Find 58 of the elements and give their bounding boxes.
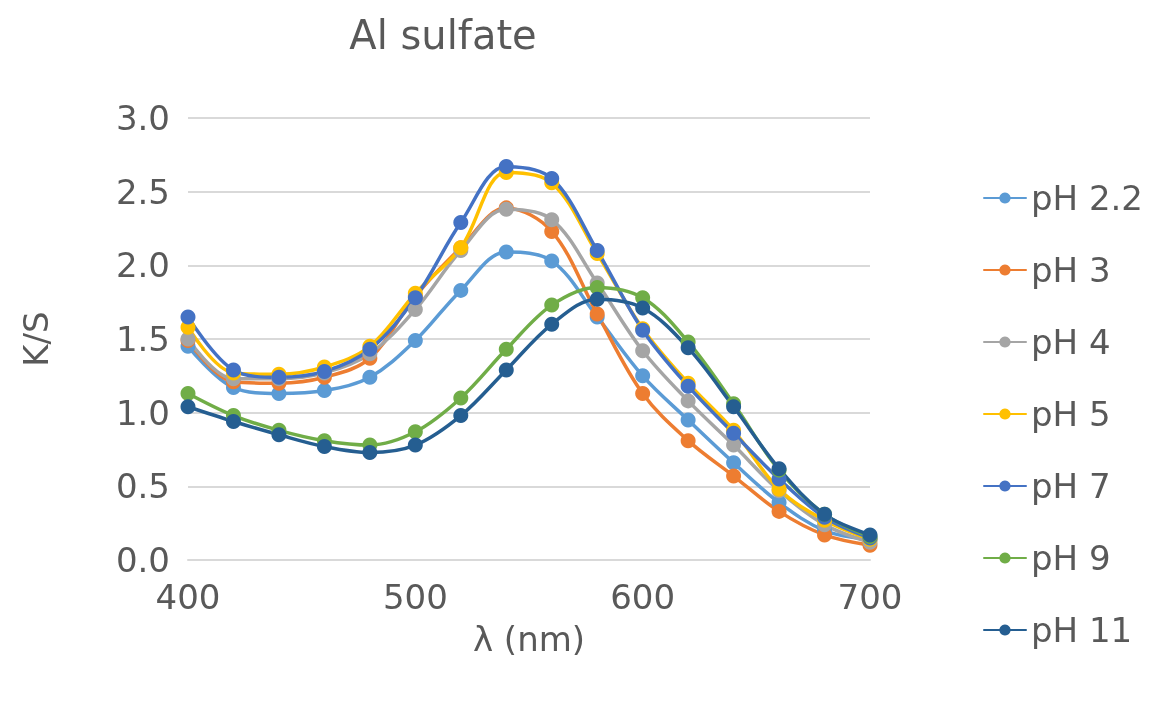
point	[544, 297, 560, 313]
y-tick-label: 2.5	[115, 171, 170, 212]
point	[180, 309, 196, 325]
point	[498, 159, 514, 175]
y-tick-label: 0.5	[115, 466, 170, 507]
point	[544, 316, 560, 332]
point	[180, 399, 196, 415]
point	[362, 369, 378, 385]
x-tick-label: 400	[155, 577, 221, 617]
y-tick-label: 1.0	[115, 392, 170, 433]
point	[680, 433, 696, 449]
legend-label: pH 3	[1030, 250, 1111, 290]
point	[498, 244, 514, 260]
point	[453, 282, 469, 298]
y-axis-title: K/S	[16, 311, 56, 367]
x-axis-title: λ (nm)	[472, 619, 586, 659]
y-tick-label: 0.0	[115, 540, 170, 580]
point	[225, 414, 241, 429]
x-tick-label: 600	[610, 577, 676, 617]
point	[316, 439, 332, 455]
legend-label: pH 9	[1030, 538, 1111, 578]
point	[635, 386, 651, 402]
point	[680, 412, 696, 428]
y-tick-label: 2.0	[115, 245, 170, 286]
point	[180, 386, 196, 402]
point	[544, 253, 560, 269]
point	[362, 444, 378, 460]
point	[635, 368, 651, 384]
point	[726, 468, 742, 484]
point	[498, 341, 514, 357]
point	[544, 212, 560, 228]
y-tick-label: 1.5	[115, 319, 170, 359]
y-tick-label: 3.0	[115, 98, 170, 138]
point	[680, 393, 696, 409]
chart-title: Al sulfate	[349, 12, 537, 58]
point	[680, 340, 696, 356]
point	[271, 427, 287, 443]
point	[726, 455, 742, 471]
legend-label: pH 5	[1030, 394, 1111, 434]
legend-label: pH 4	[1030, 322, 1111, 362]
point	[453, 215, 469, 231]
x-tick-label: 700	[837, 577, 903, 617]
point	[407, 424, 423, 440]
point	[453, 390, 469, 406]
legend-label: pH 2.2	[1030, 178, 1143, 218]
legend-label: pH 7	[1030, 466, 1111, 506]
point	[316, 383, 332, 399]
point	[407, 332, 423, 348]
point	[544, 170, 560, 186]
point	[635, 343, 651, 359]
point	[771, 503, 787, 519]
legend-label: pH 11	[1030, 610, 1133, 650]
x-tick-label: 500	[382, 577, 448, 617]
point	[589, 291, 605, 307]
point	[453, 408, 469, 424]
point	[407, 437, 423, 453]
point	[635, 300, 651, 316]
point	[498, 362, 514, 378]
